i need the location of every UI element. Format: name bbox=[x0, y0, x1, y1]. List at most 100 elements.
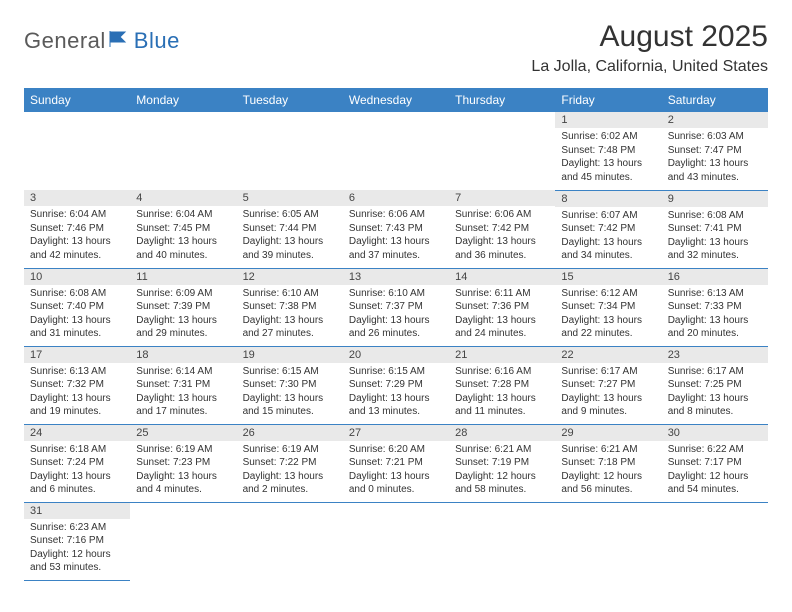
sunset-text: Sunset: 7:24 PM bbox=[30, 456, 124, 470]
day-content: Sunrise: 6:19 AMSunset: 7:23 PMDaylight:… bbox=[130, 441, 236, 501]
day-content: Sunrise: 6:04 AMSunset: 7:46 PMDaylight:… bbox=[24, 206, 130, 266]
day-content: Sunrise: 6:13 AMSunset: 7:33 PMDaylight:… bbox=[662, 285, 768, 345]
daylight-text: Daylight: 13 hours and 20 minutes. bbox=[668, 314, 762, 341]
calendar-cell bbox=[130, 112, 236, 190]
day-number: 5 bbox=[237, 190, 343, 206]
daylight-text: Daylight: 12 hours and 58 minutes. bbox=[455, 470, 549, 497]
day-content: Sunrise: 6:11 AMSunset: 7:36 PMDaylight:… bbox=[449, 285, 555, 345]
daylight-text: Daylight: 13 hours and 34 minutes. bbox=[561, 236, 655, 263]
calendar-cell bbox=[555, 502, 661, 580]
daylight-text: Daylight: 12 hours and 53 minutes. bbox=[30, 548, 124, 575]
sunset-text: Sunset: 7:37 PM bbox=[349, 300, 443, 314]
calendar-cell: 5Sunrise: 6:05 AMSunset: 7:44 PMDaylight… bbox=[237, 190, 343, 268]
calendar-cell: 13Sunrise: 6:10 AMSunset: 7:37 PMDayligh… bbox=[343, 268, 449, 346]
calendar-cell: 3Sunrise: 6:04 AMSunset: 7:46 PMDaylight… bbox=[24, 190, 130, 268]
sunrise-text: Sunrise: 6:04 AM bbox=[30, 208, 124, 222]
daylight-text: Daylight: 13 hours and 15 minutes. bbox=[243, 392, 337, 419]
calendar-cell: 24Sunrise: 6:18 AMSunset: 7:24 PMDayligh… bbox=[24, 424, 130, 502]
weekday-header: Saturday bbox=[662, 88, 768, 112]
sunset-text: Sunset: 7:16 PM bbox=[30, 534, 124, 548]
calendar-cell: 6Sunrise: 6:06 AMSunset: 7:43 PMDaylight… bbox=[343, 190, 449, 268]
day-number: 8 bbox=[555, 191, 661, 207]
sunset-text: Sunset: 7:44 PM bbox=[243, 222, 337, 236]
sunrise-text: Sunrise: 6:20 AM bbox=[349, 443, 443, 457]
day-content: Sunrise: 6:19 AMSunset: 7:22 PMDaylight:… bbox=[237, 441, 343, 501]
daylight-text: Daylight: 13 hours and 27 minutes. bbox=[243, 314, 337, 341]
sunset-text: Sunset: 7:36 PM bbox=[455, 300, 549, 314]
calendar-cell: 12Sunrise: 6:10 AMSunset: 7:38 PMDayligh… bbox=[237, 268, 343, 346]
day-number: 28 bbox=[449, 425, 555, 441]
daylight-text: Daylight: 13 hours and 13 minutes. bbox=[349, 392, 443, 419]
sunset-text: Sunset: 7:19 PM bbox=[455, 456, 549, 470]
day-number: 7 bbox=[449, 190, 555, 206]
daylight-text: Daylight: 13 hours and 4 minutes. bbox=[136, 470, 230, 497]
day-number: 31 bbox=[24, 503, 130, 519]
calendar-cell: 19Sunrise: 6:15 AMSunset: 7:30 PMDayligh… bbox=[237, 346, 343, 424]
day-content: Sunrise: 6:17 AMSunset: 7:25 PMDaylight:… bbox=[662, 363, 768, 423]
day-content: Sunrise: 6:21 AMSunset: 7:18 PMDaylight:… bbox=[555, 441, 661, 501]
calendar-cell bbox=[662, 502, 768, 580]
day-number: 15 bbox=[555, 269, 661, 285]
sunset-text: Sunset: 7:25 PM bbox=[668, 378, 762, 392]
sunset-text: Sunset: 7:43 PM bbox=[349, 222, 443, 236]
day-content: Sunrise: 6:14 AMSunset: 7:31 PMDaylight:… bbox=[130, 363, 236, 423]
day-content: Sunrise: 6:10 AMSunset: 7:38 PMDaylight:… bbox=[237, 285, 343, 345]
calendar-body: 1Sunrise: 6:02 AMSunset: 7:48 PMDaylight… bbox=[24, 112, 768, 580]
calendar-cell: 14Sunrise: 6:11 AMSunset: 7:36 PMDayligh… bbox=[449, 268, 555, 346]
day-content: Sunrise: 6:23 AMSunset: 7:16 PMDaylight:… bbox=[24, 519, 130, 579]
day-content: Sunrise: 6:15 AMSunset: 7:29 PMDaylight:… bbox=[343, 363, 449, 423]
sunset-text: Sunset: 7:42 PM bbox=[455, 222, 549, 236]
calendar-cell: 18Sunrise: 6:14 AMSunset: 7:31 PMDayligh… bbox=[130, 346, 236, 424]
sunrise-text: Sunrise: 6:06 AM bbox=[455, 208, 549, 222]
day-number: 10 bbox=[24, 269, 130, 285]
location-text: La Jolla, California, United States bbox=[531, 58, 768, 76]
day-number: 2 bbox=[662, 112, 768, 128]
daylight-text: Daylight: 13 hours and 24 minutes. bbox=[455, 314, 549, 341]
sunrise-text: Sunrise: 6:15 AM bbox=[243, 365, 337, 379]
daylight-text: Daylight: 13 hours and 6 minutes. bbox=[30, 470, 124, 497]
day-content: Sunrise: 6:20 AMSunset: 7:21 PMDaylight:… bbox=[343, 441, 449, 501]
flag-icon bbox=[109, 30, 131, 53]
daylight-text: Daylight: 13 hours and 2 minutes. bbox=[243, 470, 337, 497]
calendar-cell: 27Sunrise: 6:20 AMSunset: 7:21 PMDayligh… bbox=[343, 424, 449, 502]
calendar-cell bbox=[343, 502, 449, 580]
sunset-text: Sunset: 7:41 PM bbox=[668, 222, 762, 236]
calendar-cell: 16Sunrise: 6:13 AMSunset: 7:33 PMDayligh… bbox=[662, 268, 768, 346]
sunrise-text: Sunrise: 6:06 AM bbox=[349, 208, 443, 222]
sunset-text: Sunset: 7:33 PM bbox=[668, 300, 762, 314]
calendar-cell: 11Sunrise: 6:09 AMSunset: 7:39 PMDayligh… bbox=[130, 268, 236, 346]
calendar-cell: 29Sunrise: 6:21 AMSunset: 7:18 PMDayligh… bbox=[555, 424, 661, 502]
weekday-header: Tuesday bbox=[237, 88, 343, 112]
day-content: Sunrise: 6:22 AMSunset: 7:17 PMDaylight:… bbox=[662, 441, 768, 501]
calendar-row: 31Sunrise: 6:23 AMSunset: 7:16 PMDayligh… bbox=[24, 502, 768, 580]
sunset-text: Sunset: 7:38 PM bbox=[243, 300, 337, 314]
calendar-cell bbox=[24, 112, 130, 190]
sunrise-text: Sunrise: 6:15 AM bbox=[349, 365, 443, 379]
sunset-text: Sunset: 7:46 PM bbox=[30, 222, 124, 236]
sunrise-text: Sunrise: 6:12 AM bbox=[561, 287, 655, 301]
sunrise-text: Sunrise: 6:17 AM bbox=[668, 365, 762, 379]
day-content: Sunrise: 6:05 AMSunset: 7:44 PMDaylight:… bbox=[237, 206, 343, 266]
sunset-text: Sunset: 7:45 PM bbox=[136, 222, 230, 236]
day-number: 22 bbox=[555, 347, 661, 363]
sunrise-text: Sunrise: 6:19 AM bbox=[243, 443, 337, 457]
weekday-header-row: Sunday Monday Tuesday Wednesday Thursday… bbox=[24, 88, 768, 112]
calendar-cell: 4Sunrise: 6:04 AMSunset: 7:45 PMDaylight… bbox=[130, 190, 236, 268]
brand-logo: General Blue bbox=[24, 28, 180, 54]
day-content: Sunrise: 6:09 AMSunset: 7:39 PMDaylight:… bbox=[130, 285, 236, 345]
sunset-text: Sunset: 7:31 PM bbox=[136, 378, 230, 392]
calendar-row: 10Sunrise: 6:08 AMSunset: 7:40 PMDayligh… bbox=[24, 268, 768, 346]
sunset-text: Sunset: 7:29 PM bbox=[349, 378, 443, 392]
sunrise-text: Sunrise: 6:21 AM bbox=[561, 443, 655, 457]
sunrise-text: Sunrise: 6:21 AM bbox=[455, 443, 549, 457]
sunrise-text: Sunrise: 6:18 AM bbox=[30, 443, 124, 457]
daylight-text: Daylight: 13 hours and 0 minutes. bbox=[349, 470, 443, 497]
day-number: 11 bbox=[130, 269, 236, 285]
page-header: General Blue August 2025 La Jolla, Calif… bbox=[24, 20, 768, 76]
day-content: Sunrise: 6:02 AMSunset: 7:48 PMDaylight:… bbox=[555, 128, 661, 188]
calendar-cell bbox=[237, 112, 343, 190]
sunrise-text: Sunrise: 6:10 AM bbox=[349, 287, 443, 301]
sunrise-text: Sunrise: 6:08 AM bbox=[668, 209, 762, 223]
sunset-text: Sunset: 7:21 PM bbox=[349, 456, 443, 470]
day-number: 12 bbox=[237, 269, 343, 285]
